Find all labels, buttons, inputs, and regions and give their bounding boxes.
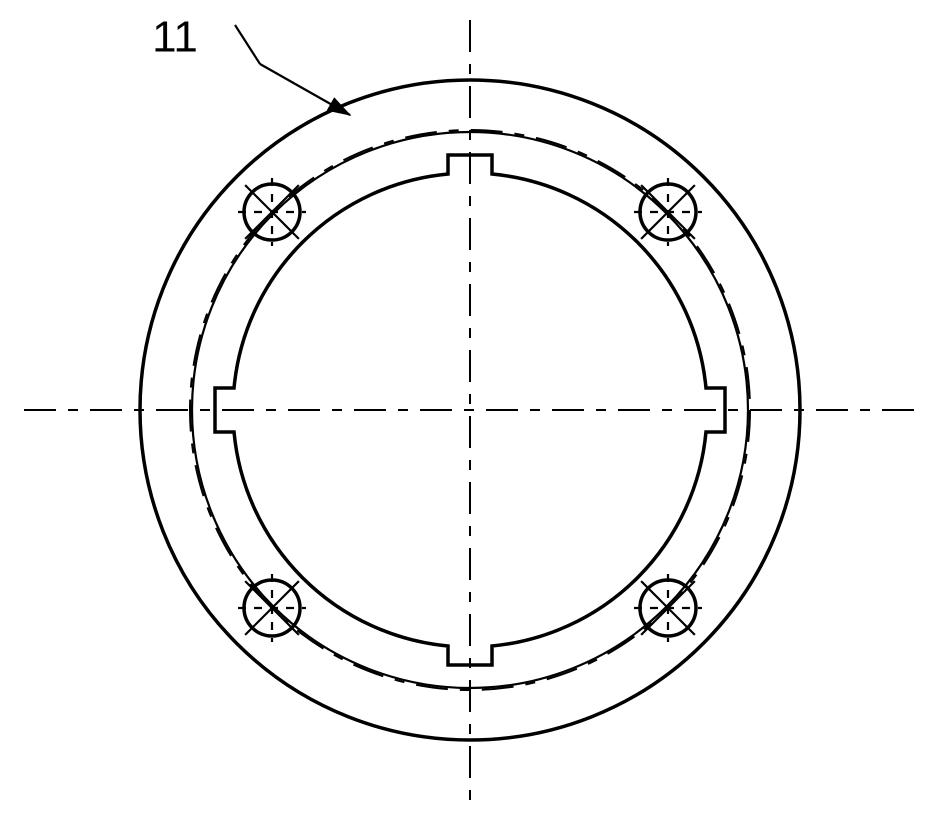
bolt-hole-1 [634,178,702,246]
bolt-hole-4 [634,574,702,642]
leader-11: 11 [152,13,350,115]
leader-label: 11 [152,13,198,62]
bolt-hole-2 [238,178,306,246]
bolt-hole-3 [238,574,306,642]
flange-ring-diagram: 11 [0,0,931,815]
